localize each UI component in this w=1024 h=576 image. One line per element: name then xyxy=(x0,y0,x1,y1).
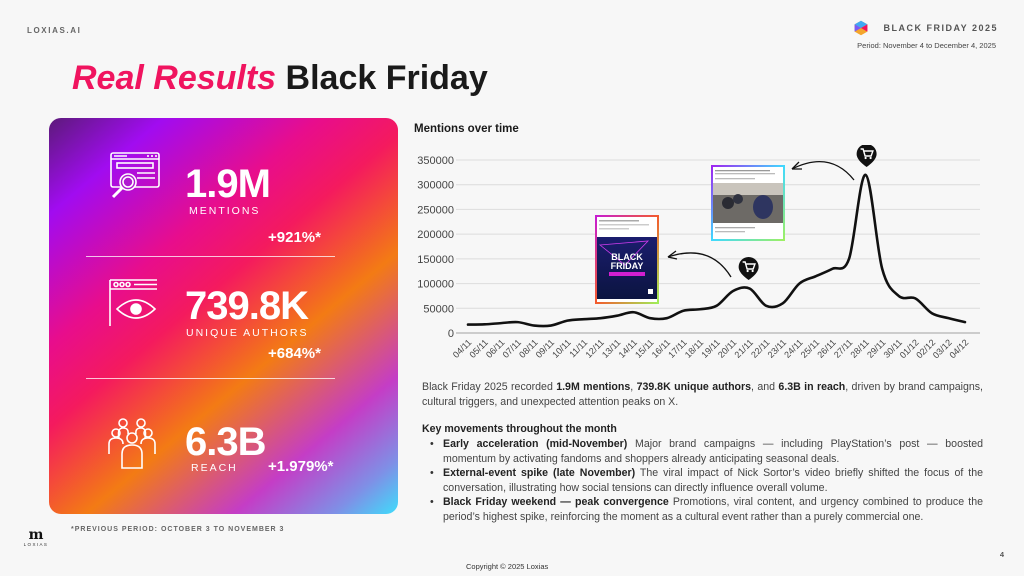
y-tick-label: 100000 xyxy=(417,279,454,291)
arrowhead-icon xyxy=(667,250,678,260)
key-movements-title: Key movements throughout the month xyxy=(422,423,617,435)
list-item-heading: External-event spike (late November) xyxy=(443,467,636,479)
period-text: Period: November 4 to December 4, 2025 xyxy=(857,41,996,50)
y-tick-label: 300000 xyxy=(417,180,454,192)
summary-highlight: 6.3B in reach xyxy=(778,381,846,393)
logo-word: LOXIAS xyxy=(23,542,49,547)
list-item: External-event spike (late November) The… xyxy=(428,466,983,495)
y-tick-label: 150000 xyxy=(417,254,454,266)
list-item-heading: Early acceleration (mid-November) xyxy=(443,438,628,450)
list-item-text: The viral impact of Nick Sortor’s video … xyxy=(443,467,983,494)
y-tick-label: 350000 xyxy=(417,155,454,167)
page-title-accent: Real Results xyxy=(72,59,277,97)
arrowhead-icon xyxy=(791,161,802,170)
kpi-delta: +921%* xyxy=(268,229,321,246)
mentions-line-chart: 0 50000 100000 150000 200000 250000 300000 3500… xyxy=(410,145,1000,375)
playstation-post-thumbnail: BLACK FRIDAY xyxy=(595,215,659,304)
mentions-line xyxy=(466,173,967,328)
event-tag: BLACK FRIDAY 2025 xyxy=(853,20,998,36)
kpi-reach: 6.3B REACH +1.979%* xyxy=(49,378,398,514)
arrow-to-playstation-post xyxy=(667,252,732,278)
y-tick-label: 50000 xyxy=(423,303,454,315)
page-title: Real Results Black Friday xyxy=(72,58,488,98)
nick-sortor-video-thumbnail xyxy=(711,165,785,241)
chart-canvas: 0 50000 100000 150000 200000 250000 300000 3500… xyxy=(417,145,980,360)
list-item: Black Friday weekend — peak convergence … xyxy=(428,495,983,524)
summary-text: , xyxy=(630,381,637,393)
kpi-delta: +684%* xyxy=(268,345,321,362)
browser-eye-icon xyxy=(109,279,157,326)
summary-paragraph: Black Friday 2025 recorded 1.9M mentions… xyxy=(422,380,983,410)
list-item-heading: Black Friday weekend — peak convergence xyxy=(443,496,669,508)
kpi-label: REACH xyxy=(191,462,238,474)
list-item-text: Promotions, viral content, and urgency c… xyxy=(443,496,983,523)
kpi-mentions: 1.9M MENTIONS +921%* xyxy=(49,118,398,256)
key-movements-list: Early acceleration (mid-November) Major … xyxy=(428,437,983,524)
svg-text:FRIDAY: FRIDAY xyxy=(611,261,644,271)
summary-text: Black Friday 2025 recorded xyxy=(422,381,557,393)
brand-name: LOXIAS.AI xyxy=(27,26,82,35)
kpi-label: MENTIONS xyxy=(189,205,261,217)
footnote: *PREVIOUS PERIOD: OCTOBER 3 TO NOVEMBER … xyxy=(71,526,285,533)
y-tick-label: 250000 xyxy=(417,204,454,216)
svg-text:BLACK: BLACK xyxy=(611,252,643,262)
hexagon-logo-icon xyxy=(855,20,868,36)
copyright: Copyright © 2025 Loxias xyxy=(466,562,549,571)
summary-text: , and xyxy=(751,381,779,393)
arrow-to-video-post xyxy=(791,161,855,181)
kpi-label: UNIQUE AUTHORS xyxy=(186,327,309,339)
kpi-delta: +1.979%* xyxy=(268,458,334,475)
kpi-value: 6.3B xyxy=(185,420,266,464)
kpi-divider xyxy=(86,256,335,257)
x-tick-label: 04/12 xyxy=(947,337,970,360)
shopping-cart-marker-icon xyxy=(738,257,759,280)
logo-mark: m xyxy=(28,527,44,543)
kpi-card: 1.9M MENTIONS +921%* 739.8K UNIQUE AUTHO… xyxy=(49,118,398,514)
people-group-icon xyxy=(108,418,156,469)
loxias-logo: m LOXIAS xyxy=(22,528,50,547)
chart-title: Mentions over time xyxy=(414,123,519,135)
y-tick-label: 0 xyxy=(448,328,454,340)
shopping-cart-marker-icon xyxy=(856,145,877,167)
kpi-unique-authors: 739.8K UNIQUE AUTHORS +684%* xyxy=(49,256,398,378)
list-item: Early acceleration (mid-November) Major … xyxy=(428,437,983,466)
summary-highlight: 739.8K unique authors xyxy=(636,381,752,393)
kpi-value: 1.9M xyxy=(185,162,271,206)
web-search-icon xyxy=(110,152,160,199)
x-tick-label: 10/11 xyxy=(550,337,573,360)
kpi-value: 739.8K xyxy=(185,284,309,328)
kpi-divider xyxy=(86,378,335,379)
summary-text: , driven by brand campaigns, cultural tr… xyxy=(422,381,983,408)
y-tick-label: 200000 xyxy=(417,229,454,241)
page-number: 4 xyxy=(999,550,1004,559)
event-title: BLACK FRIDAY 2025 xyxy=(883,23,998,33)
summary-highlight: 1.9M mentions xyxy=(556,381,631,393)
list-item-text: Major brand campaigns — including PlaySt… xyxy=(443,438,983,465)
page-title-rest: Black Friday xyxy=(285,59,488,97)
